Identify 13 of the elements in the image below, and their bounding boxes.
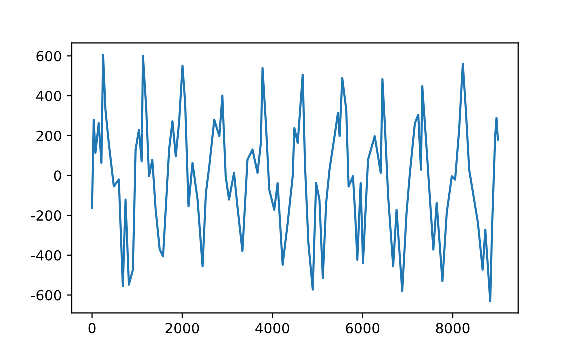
x-tick-label: 4000 bbox=[256, 323, 290, 334]
y-tick-label: 0 bbox=[54, 170, 62, 182]
x-tick-label: 6000 bbox=[346, 323, 380, 334]
y-tick-label: 400 bbox=[36, 90, 62, 102]
y-tick-label: -200 bbox=[31, 210, 62, 222]
x-tick-label: 2000 bbox=[166, 323, 200, 334]
y-tick-label: -400 bbox=[31, 250, 62, 261]
y-tick-label: 200 bbox=[36, 130, 62, 142]
x-tick-label: 8000 bbox=[436, 323, 470, 334]
line-series bbox=[91, 54, 500, 303]
x-tick-label: 0 bbox=[88, 323, 96, 334]
y-tick-label: 600 bbox=[36, 51, 62, 62]
y-tick-label: -600 bbox=[31, 290, 62, 301]
